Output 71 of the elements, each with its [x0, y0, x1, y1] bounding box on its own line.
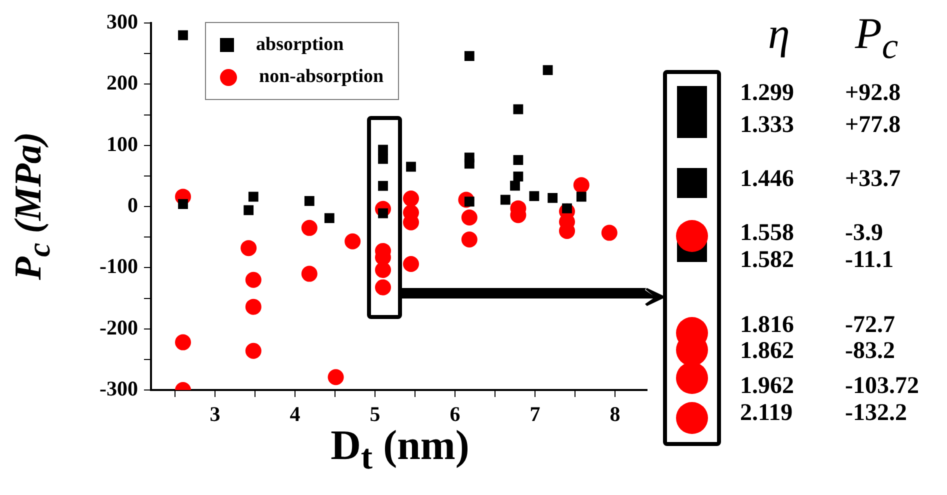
y-tick-label: -100: [100, 254, 138, 278]
point: [301, 220, 318, 236]
text: -132.2: [845, 400, 907, 427]
text: -72.7: [845, 312, 895, 339]
legend-label: non-absorption: [259, 66, 384, 88]
point: [245, 272, 262, 288]
point: [510, 180, 520, 191]
text: 1.962: [740, 373, 794, 400]
text: η: [768, 8, 790, 59]
point: [464, 51, 474, 61]
point: [178, 30, 188, 40]
point: [175, 334, 191, 350]
point: [244, 205, 254, 216]
text: -3.9: [845, 220, 883, 247]
point: [576, 192, 586, 202]
point: [375, 279, 391, 296]
text: 1.558: [740, 220, 794, 247]
text: 1.816: [740, 312, 794, 339]
text: 2.119: [740, 400, 793, 427]
point: [245, 342, 262, 359]
point: [301, 266, 318, 282]
point: [601, 224, 618, 241]
text: -11.1: [845, 247, 894, 274]
y-tick-label: 300: [106, 9, 138, 34]
point: [573, 177, 590, 194]
text: 1.862: [740, 338, 794, 365]
legend-label: absorption: [256, 34, 344, 56]
x-tick-label: 8: [610, 402, 620, 426]
point: [500, 194, 510, 205]
point: [464, 158, 474, 169]
point: [375, 262, 391, 278]
point: [513, 172, 524, 182]
x-tick-label: 7: [530, 402, 540, 426]
point: [378, 154, 388, 164]
text: 1.446: [740, 166, 794, 193]
point: [403, 256, 419, 272]
point: [378, 144, 388, 155]
y-tick-label: -200: [100, 315, 138, 340]
text: +92.8: [845, 80, 901, 107]
text: 1.333: [740, 112, 794, 139]
point: [328, 369, 344, 386]
point: [240, 240, 257, 256]
point: [461, 210, 478, 226]
y-tick-label: 100: [106, 132, 138, 156]
point: [324, 213, 334, 224]
point: [513, 155, 524, 165]
text: 1.299: [740, 80, 794, 107]
text: -103.72: [845, 373, 919, 400]
point: [178, 199, 188, 210]
text: +77.8: [845, 112, 901, 139]
y-tick-label: 0: [128, 192, 138, 217]
x-tick-label: 3: [210, 402, 220, 426]
point: [406, 162, 416, 172]
y-tick-label: -300: [100, 376, 138, 400]
point: [542, 65, 553, 76]
text: +33.7: [845, 166, 901, 193]
point: [461, 232, 478, 248]
point: [403, 190, 419, 207]
point: [548, 192, 558, 203]
point: [344, 233, 361, 250]
point: [248, 192, 258, 202]
text: P$_{c}$: [855, 8, 898, 67]
point: [529, 191, 540, 202]
y-tick-label: 200: [106, 70, 138, 95]
text: 1.582: [740, 247, 794, 274]
point: [304, 196, 314, 206]
text: -83.2: [845, 338, 895, 365]
point: [378, 180, 388, 191]
point: [245, 298, 262, 315]
x-tick-label: 4: [290, 402, 301, 426]
point: [513, 104, 524, 114]
